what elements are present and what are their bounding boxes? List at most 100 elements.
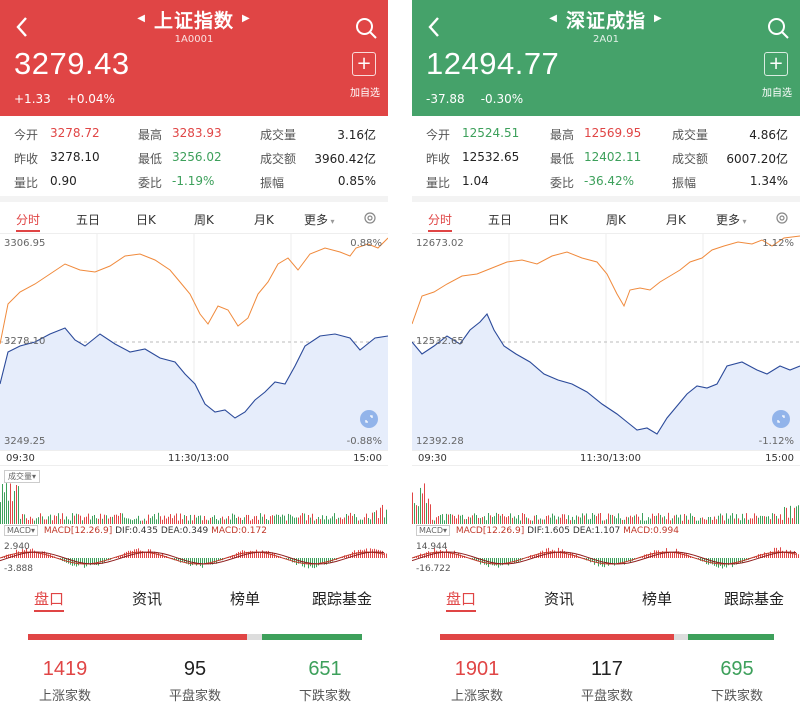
high-value: 3283.93 — [172, 126, 222, 140]
volume-bar — [656, 515, 657, 524]
next-index-icon[interactable]: ▶ — [242, 13, 251, 24]
macd-bar — [456, 553, 457, 558]
tab-weekly-k[interactable]: 周K — [194, 213, 214, 227]
tab-rankings[interactable]: 榜单 — [230, 590, 261, 608]
volume-bar — [244, 517, 245, 524]
tab-weekly-k[interactable]: 周K — [606, 213, 626, 227]
volume-indicator-button[interactable]: 成交量▾ — [4, 470, 41, 483]
volume-bar — [172, 518, 173, 524]
volume-bar — [272, 515, 273, 524]
volume-bar — [730, 515, 731, 524]
volume-bar — [570, 520, 571, 524]
volume-bar — [142, 520, 143, 524]
search-icon[interactable] — [766, 16, 790, 40]
volume-bar — [532, 520, 533, 524]
macd-bar — [554, 550, 555, 558]
prev-index-icon[interactable]: ◀ — [137, 13, 146, 24]
volume-bar — [346, 514, 347, 524]
tab-daily-k[interactable]: 日K — [136, 213, 156, 227]
tab-five-day[interactable]: 五日 — [488, 213, 513, 227]
gear-icon[interactable] — [774, 210, 790, 226]
volume-bar — [732, 513, 733, 524]
search-icon[interactable] — [354, 16, 378, 40]
macd-bar — [66, 558, 67, 563]
volume-bar — [652, 513, 653, 524]
add-watchlist-button[interactable]: + — [764, 52, 788, 76]
dropdown-caret-icon: ▾ — [32, 472, 37, 481]
macd-bar — [552, 549, 553, 558]
next-index-icon[interactable]: ▶ — [654, 13, 663, 24]
macd-bar — [478, 558, 479, 561]
macd-bar — [176, 558, 177, 561]
prev-index-icon[interactable]: ◀ — [549, 13, 558, 24]
tab-more[interactable]: 更多 ▾ — [304, 211, 335, 228]
macd-bar — [574, 555, 575, 558]
intraday-chart[interactable]: 3306.95 3278.10 3249.25 0.88% -0.88% — [0, 234, 388, 450]
tab-order-book[interactable]: 盘口 — [446, 590, 477, 608]
fullscreen-icon[interactable] — [360, 410, 378, 428]
volume-bar — [148, 514, 149, 524]
volume-bar — [132, 520, 133, 524]
volume-bar — [242, 519, 243, 524]
tab-news[interactable]: 资讯 — [544, 590, 575, 608]
tab-active-indicator — [34, 610, 64, 612]
tab-tracking-funds[interactable]: 跟踪基金 — [724, 590, 785, 608]
tab-intraday[interactable]: 分时 — [16, 213, 41, 227]
macd-bar — [198, 558, 199, 565]
low-label: 最低 — [550, 152, 575, 166]
macd-bar — [324, 558, 325, 565]
volume-bar — [790, 505, 791, 524]
volume-bar — [786, 507, 787, 524]
volume-bar — [490, 515, 491, 524]
vol-ratio-label: 量比 — [426, 176, 451, 190]
volume-bar — [492, 517, 493, 524]
prev-close-value: 12532.65 — [462, 150, 520, 164]
macd-bar — [646, 554, 647, 558]
macd-bar — [546, 548, 547, 558]
volume-bar — [724, 520, 725, 524]
volume-bar — [584, 515, 585, 524]
volume-bar — [62, 513, 63, 524]
tab-intraday[interactable]: 分时 — [428, 213, 453, 227]
macd-dea: DEA:1.107 — [572, 526, 621, 536]
volume-bar — [328, 519, 329, 524]
macd-indicator-button[interactable]: MACD▾ — [4, 525, 38, 536]
macd-indicator-button[interactable]: MACD▾ — [416, 525, 450, 536]
volume-bar — [624, 519, 625, 524]
macd-bar — [760, 553, 761, 558]
down-count-value: 651 — [308, 658, 342, 680]
volume-bar — [420, 487, 421, 524]
screen-gap — [388, 0, 412, 712]
add-watchlist-label[interactable]: 加自选 — [762, 88, 792, 99]
fullscreen-icon[interactable] — [772, 410, 790, 428]
volume-bar — [78, 514, 79, 524]
gear-icon[interactable] — [362, 210, 378, 226]
tab-rankings[interactable]: 榜单 — [642, 590, 673, 608]
volume-bar — [774, 513, 775, 524]
tab-order-book[interactable]: 盘口 — [34, 590, 65, 608]
tab-tracking-funds[interactable]: 跟踪基金 — [312, 590, 373, 608]
tab-monthly-k[interactable]: 月K — [254, 213, 274, 227]
intraday-chart[interactable]: 12673.02 12532.65 12392.28 1.12% -1.12% — [412, 234, 800, 450]
volume-bar — [166, 518, 167, 524]
macd-bar — [762, 554, 763, 558]
volume-bar — [484, 516, 485, 524]
macd-bar — [436, 550, 437, 558]
tab-monthly-k[interactable]: 月K — [666, 213, 686, 227]
back-arrow-icon[interactable] — [424, 14, 446, 40]
macd-bar — [790, 550, 791, 558]
tab-five-day[interactable]: 五日 — [76, 213, 101, 227]
volume-bar — [6, 483, 7, 524]
macd-bar — [140, 550, 141, 558]
volume-bar — [276, 514, 277, 524]
macd-bar — [498, 558, 499, 568]
tab-news[interactable]: 资讯 — [132, 590, 163, 608]
add-watchlist-label[interactable]: 加自选 — [350, 88, 380, 99]
add-watchlist-button[interactable]: + — [352, 52, 376, 76]
volume-bar — [196, 517, 197, 524]
bid-ratio-label: 委比 — [138, 176, 163, 190]
bid-ratio-value: -1.19% — [172, 174, 215, 188]
back-arrow-icon[interactable] — [12, 14, 34, 40]
tab-more[interactable]: 更多 ▾ — [716, 211, 747, 228]
tab-daily-k[interactable]: 日K — [548, 213, 568, 227]
